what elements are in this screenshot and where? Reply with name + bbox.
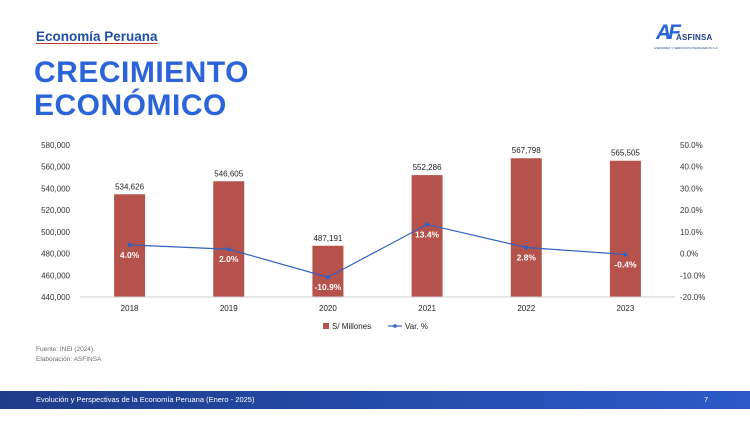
y-left-tick-label: 500,000 xyxy=(41,228,70,237)
x-tick-label: 2018 xyxy=(121,304,139,313)
legend-swatch-bar xyxy=(323,323,329,329)
growth-chart: 580,000 560,000 540,000 520,000 500,000 480,0… xyxy=(41,141,705,331)
x-tick-label: 2023 xyxy=(617,304,635,313)
page-title: CRECIMIENTO ECONÓMICO xyxy=(34,56,249,122)
y-right-tick-label: 10.0% xyxy=(680,228,703,237)
bar-data-label: 546,605 xyxy=(214,169,243,178)
title-line-1: CRECIMIENTO xyxy=(34,56,249,89)
y-right-tick-label: 0.0% xyxy=(680,250,698,259)
y-left-tick-label: 460,000 xyxy=(41,271,70,280)
x-tick-label: 2019 xyxy=(220,304,238,313)
y-left-tick-label: 440,000 xyxy=(41,293,70,302)
y-right-tick-label: 20.0% xyxy=(680,206,703,215)
source-notes: Fuente: INEI (2024). Elaboración: ASFINS… xyxy=(36,345,101,365)
y-left-tick-label: 560,000 xyxy=(41,163,70,172)
bar xyxy=(411,175,443,297)
legend-marker-line xyxy=(393,324,397,328)
y-left-tick-label: 580,000 xyxy=(41,141,70,150)
page-number: 7 xyxy=(704,395,709,404)
y-right-tick-label: 40.0% xyxy=(680,163,703,172)
line-point xyxy=(226,247,231,252)
y-right-tick-label: 30.0% xyxy=(680,184,703,193)
line-data-label: -0.4% xyxy=(614,259,637,269)
bar-data-label: 487,191 xyxy=(313,234,342,243)
source-note: Fuente: INEI (2024). xyxy=(36,346,95,353)
line-data-label: 4.0% xyxy=(120,250,140,260)
y-right-tick-label: -10.0% xyxy=(680,271,705,280)
line-point xyxy=(524,245,529,250)
logo-name: ASFINSA xyxy=(676,33,713,42)
footer-bar: Evolución y Perspectivas de la Economía … xyxy=(0,391,750,409)
x-tick-label: 2021 xyxy=(418,304,436,313)
line-series xyxy=(129,223,626,278)
bar xyxy=(213,181,245,297)
title-line-2: ECONÓMICO xyxy=(34,89,227,122)
legend-label-bar: S/ Millones xyxy=(332,322,371,331)
x-tick-label: 2020 xyxy=(319,304,337,313)
prepared-by-note: Elaboración: ASFINSA xyxy=(36,356,102,363)
line-point xyxy=(127,242,132,247)
footer-text: Evolución y Perspectivas de la Economía … xyxy=(36,395,255,404)
y-left-tick-label: 540,000 xyxy=(41,184,70,193)
line-data-label: 13.4% xyxy=(415,229,440,239)
line-point xyxy=(325,275,330,280)
y-left-tick-label: 480,000 xyxy=(41,250,70,259)
bar-data-label: 534,626 xyxy=(115,182,144,191)
company-logo: AF ASFINSA ASESORES Y SERVICIOS FINANCIE… xyxy=(648,21,724,51)
bar xyxy=(510,158,542,297)
bar xyxy=(609,160,641,297)
x-tick-label: 2022 xyxy=(517,304,535,313)
line-data-label: 2.8% xyxy=(517,252,537,262)
line-point xyxy=(623,252,628,257)
legend-label-line: Var. % xyxy=(405,322,428,331)
line-data-label: 2.0% xyxy=(219,254,239,264)
logo-tagline: ASESORES Y SERVICIOS FINANCIEROS S.A. xyxy=(654,46,719,50)
bar-data-label: 567,798 xyxy=(512,146,541,155)
y-right-tick-label: 50.0% xyxy=(680,141,703,150)
bar-data-label: 552,286 xyxy=(413,163,442,172)
bar-data-label: 565,505 xyxy=(611,149,640,158)
y-left-tick-label: 520,000 xyxy=(41,206,70,215)
line-point xyxy=(425,222,430,227)
y-right-tick-label: -20.0% xyxy=(680,293,705,302)
logo-mark: AF xyxy=(656,21,681,44)
section-title: Economía Peruana xyxy=(36,29,158,44)
line-data-label: -10.9% xyxy=(314,282,341,292)
